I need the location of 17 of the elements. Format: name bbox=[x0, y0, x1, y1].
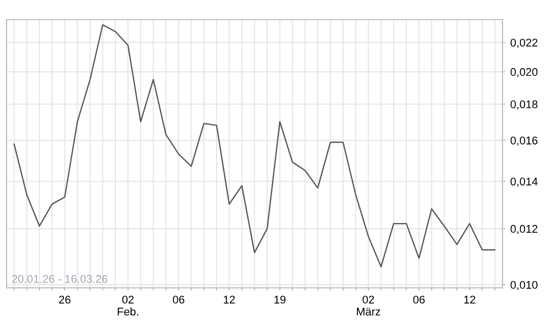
x-tick-label: 02 Feb. bbox=[118, 296, 138, 316]
x-tick-label: 02 März bbox=[356, 296, 380, 316]
y-tick-label: 0,022 bbox=[510, 38, 538, 48]
x-tick-label: 06 bbox=[413, 296, 425, 304]
x-tick-label: 12 bbox=[224, 296, 235, 304]
y-tick-label: 0,018 bbox=[510, 100, 538, 110]
x-tick-label: 06 bbox=[172, 296, 184, 304]
x-tick-label: 19 bbox=[274, 296, 286, 304]
y-tick-label: 0,012 bbox=[510, 224, 538, 234]
y-tick-label: 0,010 bbox=[510, 280, 538, 290]
annotation: 20.01.26 - 16.03.26 bbox=[12, 275, 108, 283]
y-tick-label: 0,016 bbox=[510, 136, 538, 146]
y-tick-label: 0,020 bbox=[510, 68, 538, 78]
x-tick-label: 26 bbox=[59, 296, 70, 304]
x-tick-label: 12 bbox=[464, 296, 476, 304]
y-tick-label: 0,014 bbox=[510, 178, 538, 187]
line-series bbox=[14, 24, 496, 268]
